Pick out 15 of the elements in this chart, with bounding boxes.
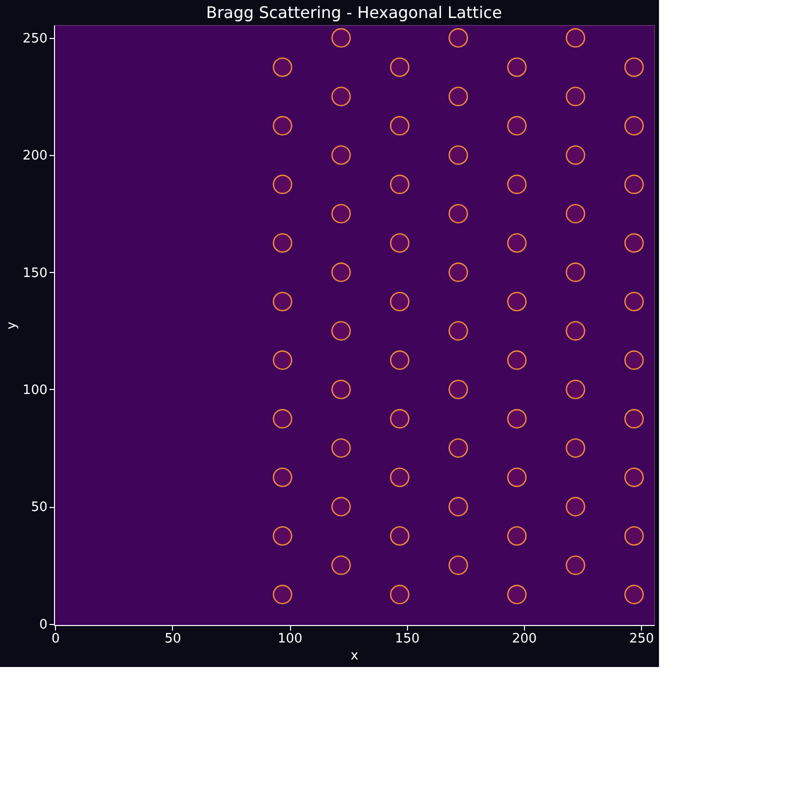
y-tick-label: 250 — [22, 31, 48, 46]
x-tick-label: 100 — [278, 632, 302, 646]
x-tick-label: 50 — [164, 632, 182, 646]
x-tick-label: 150 — [394, 632, 420, 646]
x-tick-label: 200 — [512, 632, 537, 646]
y-tick-label: 0 — [39, 617, 48, 632]
chart-title: Bragg Scattering - Hexagonal Lattice — [206, 3, 502, 22]
y-axis-title: y — [4, 321, 20, 330]
x-axis-title: x — [350, 648, 359, 664]
y-tick-label: 50 — [30, 500, 48, 516]
y-tick-label: 100 — [22, 382, 48, 398]
x-tick-label: 250 — [629, 632, 654, 646]
y-tick-label: 200 — [22, 148, 48, 164]
y-tick-label: 150 — [22, 266, 48, 281]
x-tick-label: 0 — [52, 632, 60, 646]
